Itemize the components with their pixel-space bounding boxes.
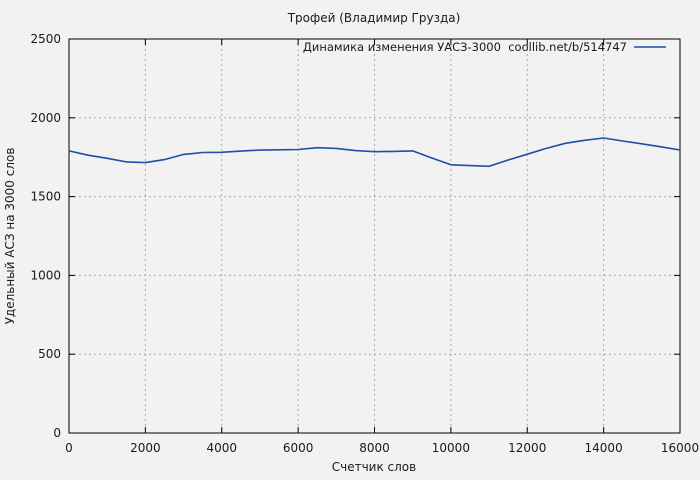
x-tick-label: 16000 <box>661 441 699 455</box>
x-tick-label: 0 <box>65 441 73 455</box>
series-line <box>68 137 681 168</box>
y-tick-label: 0 <box>53 426 61 440</box>
x-tick-label: 6000 <box>283 441 314 455</box>
y-tick-label: 1500 <box>30 190 61 204</box>
x-tick-label: 8000 <box>359 441 390 455</box>
x-tick-label: 14000 <box>585 441 623 455</box>
y-tick-label: 2500 <box>30 32 61 46</box>
chart-title: Трофей (Владимир Грузда) <box>287 11 461 25</box>
x-tick-label: 2000 <box>130 441 161 455</box>
x-tick-label: 10000 <box>432 441 470 455</box>
x-tick-label: 4000 <box>206 441 237 455</box>
grid-layer <box>69 39 680 433</box>
y-tick-label: 500 <box>38 347 61 361</box>
x-axis-label: Счетчик слов <box>332 460 416 474</box>
y-axis-label: Удельный АСЗ на 3000 слов <box>3 148 17 325</box>
y-tick-label: 2000 <box>30 111 61 125</box>
x-tick-label: 12000 <box>508 441 546 455</box>
legend-label: Динамика изменения УАСЗ-3000 coollib.net… <box>303 40 627 54</box>
y-tick-label: 1000 <box>30 268 61 282</box>
tick-label-layer: 0 2000 4000 6000 8000 10000 12000 14000 16000 0 50… <box>30 32 699 455</box>
series-layer <box>68 137 681 168</box>
plot-border <box>68 38 681 434</box>
